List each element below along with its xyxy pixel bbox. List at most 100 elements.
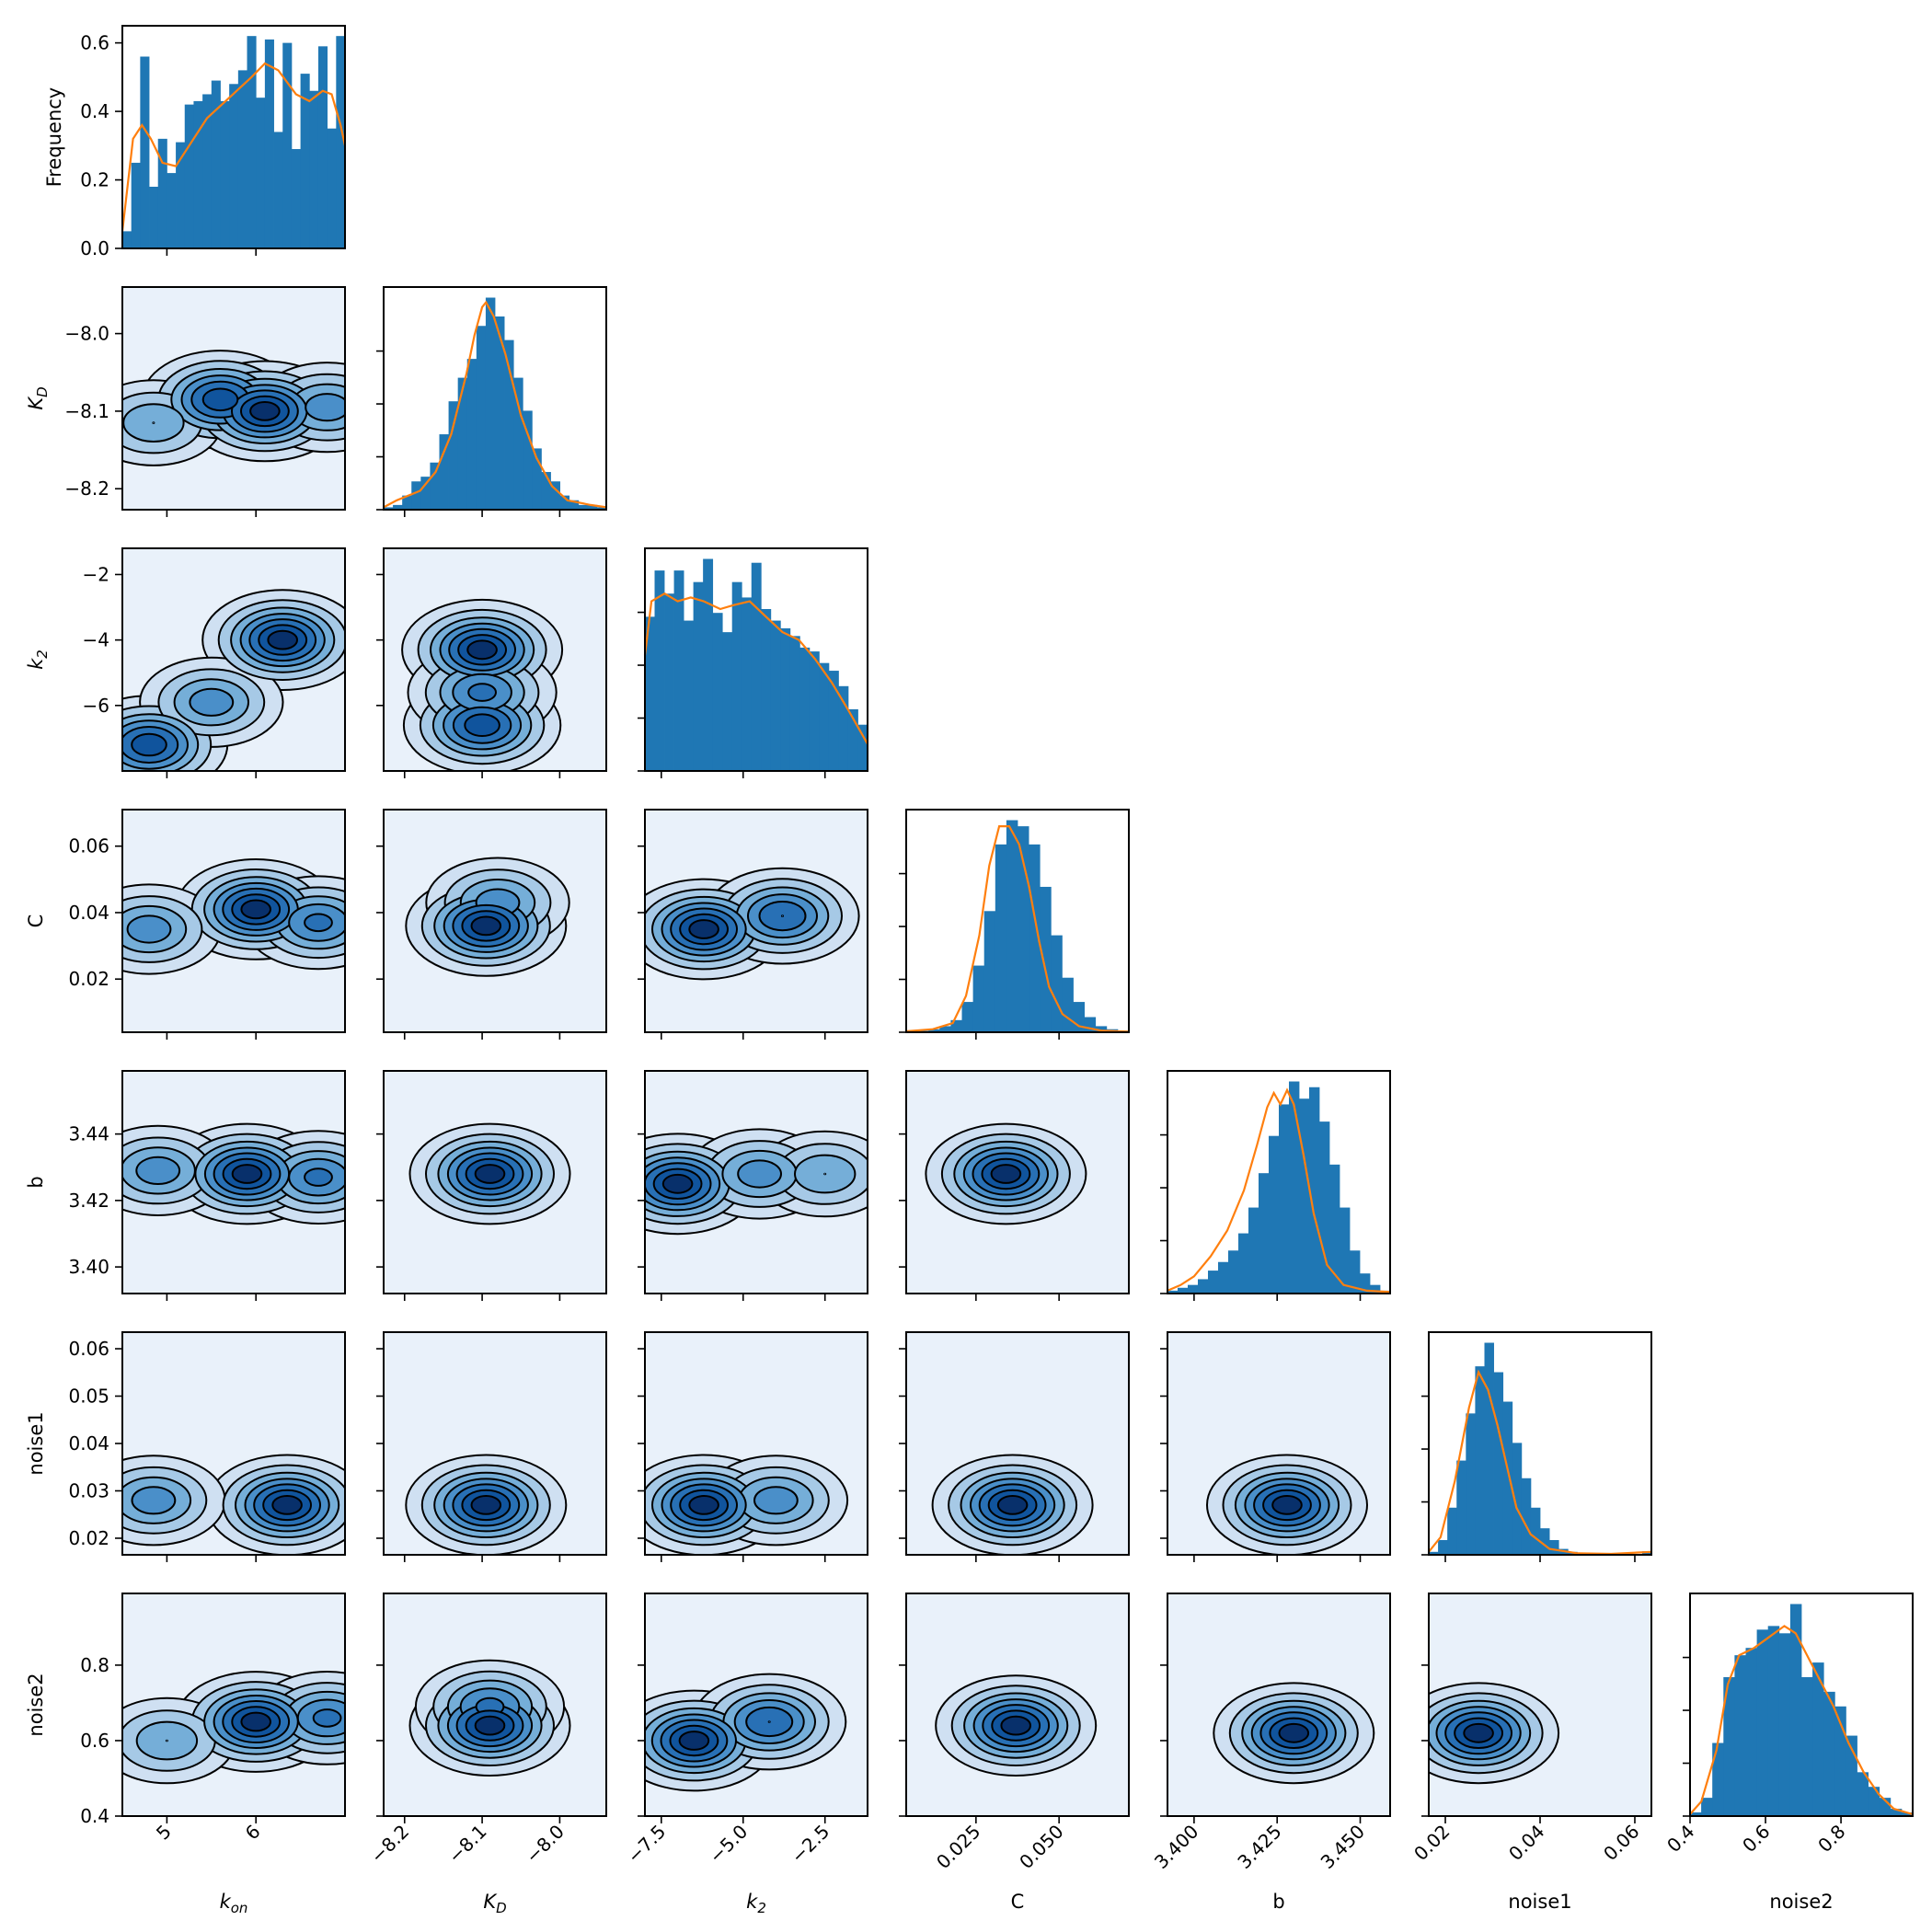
hist-bar xyxy=(1778,1633,1791,1816)
panel-frame xyxy=(644,1593,868,1817)
kde-panel-b-vs-KD xyxy=(376,1070,607,1301)
hist-bar xyxy=(1493,1372,1504,1555)
x-tick-label: −5.0 xyxy=(705,1821,752,1868)
kde-contour xyxy=(231,1164,263,1184)
diag-panel-kon xyxy=(115,25,347,249)
hist-bar xyxy=(1767,1626,1780,1816)
hist-bar xyxy=(220,100,230,248)
hist-bar xyxy=(513,377,523,510)
hist-bar xyxy=(402,495,412,510)
kde-contour xyxy=(688,1495,719,1515)
diag-panel-k2 xyxy=(638,547,868,772)
hist-bar xyxy=(789,636,800,771)
y-tick-label: −6 xyxy=(83,695,109,717)
hist-bar xyxy=(596,507,607,510)
hist-bar xyxy=(336,36,346,248)
hist-bar xyxy=(1309,1087,1320,1294)
kde-contour xyxy=(1271,1495,1303,1515)
panel-frame xyxy=(121,25,346,249)
y-tick-label: 0.8 xyxy=(80,1654,109,1676)
hist-bar xyxy=(1370,1284,1381,1294)
hist-bar xyxy=(157,138,167,248)
hist-bar xyxy=(532,448,542,510)
hist-bar xyxy=(1756,1629,1769,1816)
kde-contour xyxy=(996,1495,1029,1515)
hist-bar xyxy=(541,472,551,510)
x-tick-label: 0.4 xyxy=(1662,1821,1698,1857)
x-tick-label: 5 xyxy=(152,1821,176,1845)
hist-bar xyxy=(1512,1443,1523,1555)
panel-frame xyxy=(905,1593,1130,1817)
hist-bar xyxy=(184,104,194,248)
x-tick-label: −2.5 xyxy=(787,1821,834,1868)
hist-bar xyxy=(122,231,132,248)
hist-bar xyxy=(587,504,598,510)
kde-line xyxy=(121,62,347,232)
hist-bar xyxy=(140,56,150,249)
kde-contour xyxy=(271,1495,303,1515)
hist-bar xyxy=(1340,1207,1351,1294)
x-tick-label: 0.06 xyxy=(1599,1821,1643,1865)
hist-bar xyxy=(439,434,449,510)
hist-bar xyxy=(229,84,239,248)
x-tick-label: −8.1 xyxy=(443,1821,490,1868)
y-axis-label-KD: KD xyxy=(25,386,51,409)
panel-frame xyxy=(383,286,607,511)
kde-panel-b-vs-C xyxy=(899,1070,1130,1301)
hist-bar xyxy=(731,581,742,771)
hist-bar xyxy=(193,100,203,248)
kde-panel-k2-vs-KD xyxy=(376,547,607,778)
hist-bar xyxy=(411,481,421,510)
hist-bar xyxy=(1269,1135,1280,1294)
kde-contour xyxy=(312,1708,342,1728)
y-tick-label: 0.4 xyxy=(80,1805,109,1827)
kde-panel-noise2-vs-b xyxy=(1160,1593,1391,1823)
kde-contour xyxy=(131,732,167,757)
hist-bar xyxy=(1447,1507,1457,1555)
y-tick-label: 3.42 xyxy=(68,1190,109,1212)
hist-bar xyxy=(693,581,704,771)
x-tick-label: 0.02 xyxy=(1409,1821,1454,1865)
hist-bar xyxy=(1319,1121,1330,1294)
hist-bar xyxy=(1789,1604,1802,1816)
kde-contour xyxy=(1278,1722,1310,1743)
hist-bar xyxy=(703,558,714,771)
hist-bar xyxy=(1801,1677,1813,1816)
hist-bar xyxy=(264,39,274,248)
kde-contour xyxy=(767,1720,771,1723)
hist-bar xyxy=(430,462,440,510)
hist-bar xyxy=(1540,1528,1550,1555)
hist-bar xyxy=(1812,1662,1824,1816)
hist-bar xyxy=(1329,1164,1340,1294)
hist-bar xyxy=(1901,1812,1914,1816)
kde-line xyxy=(643,592,868,745)
kde-contour xyxy=(152,421,155,424)
kde-panel-b-vs-k2 xyxy=(638,1070,868,1301)
hist-bar xyxy=(939,1026,951,1032)
kde-line xyxy=(1689,1625,1914,1816)
hist-bar xyxy=(1502,1401,1513,1555)
y-tick-label: 0.04 xyxy=(68,902,109,924)
kde-contour xyxy=(678,1731,710,1751)
hist-bar xyxy=(1208,1271,1219,1294)
hist-bar xyxy=(420,477,431,510)
hist-bar xyxy=(664,593,674,771)
hist-bar xyxy=(1823,1691,1835,1816)
y-tick-label: 0.02 xyxy=(68,968,109,990)
diag-panel-b xyxy=(1160,1070,1391,1294)
hist-bar xyxy=(1734,1655,1746,1816)
hist-bar xyxy=(1690,1812,1702,1816)
y-tick-label: 3.40 xyxy=(68,1256,109,1278)
kde-contour xyxy=(201,387,239,412)
hist-bar xyxy=(327,128,337,248)
hist-bar xyxy=(1029,844,1041,1032)
hist-bar xyxy=(983,911,996,1032)
hist-bar xyxy=(1051,935,1063,1032)
kde-panel-C-vs-KD xyxy=(376,809,607,1040)
hist-bar xyxy=(256,98,266,249)
hist-bar xyxy=(1868,1787,1880,1816)
hist-bar xyxy=(131,162,141,248)
kde-panel-noise2-vs-kon xyxy=(115,1593,346,1823)
y-tick-label: 0.03 xyxy=(68,1479,109,1501)
hist-bar xyxy=(742,597,753,771)
